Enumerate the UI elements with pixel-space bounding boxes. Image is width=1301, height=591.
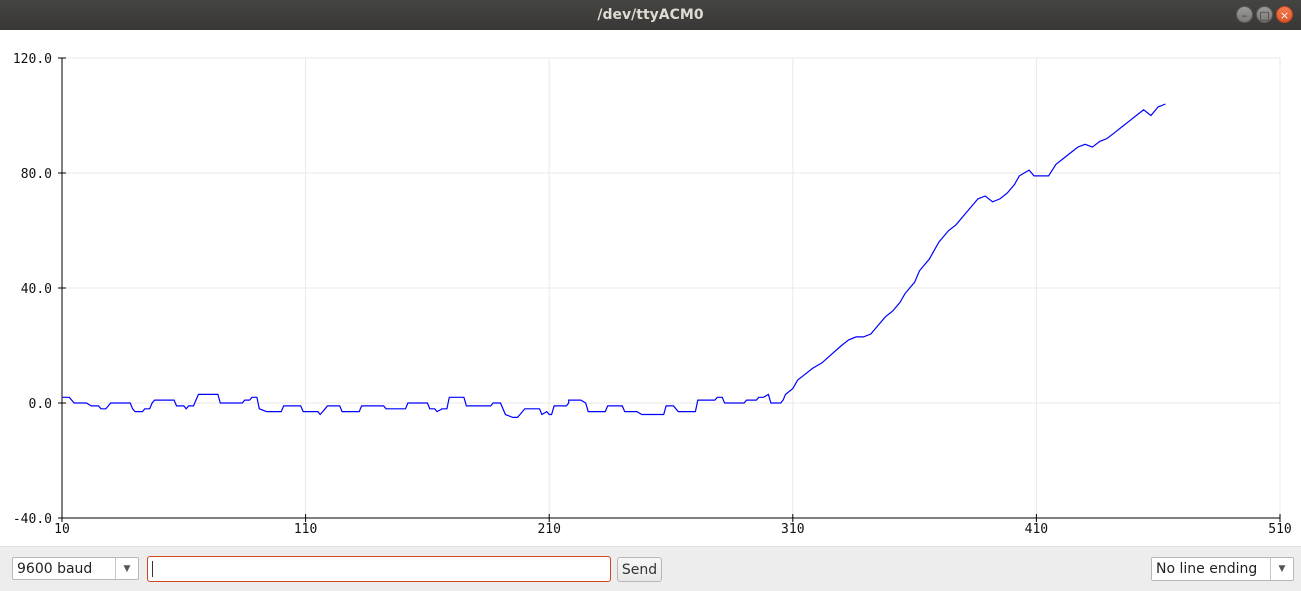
x-tick-label: 410 xyxy=(1025,522,1048,537)
window-controls: – □ × xyxy=(1236,6,1293,23)
x-tick-label: 310 xyxy=(781,522,804,537)
minimize-icon[interactable]: – xyxy=(1236,6,1253,23)
serial-plotter-area: -40.0 0.0 40.0 80.0 120.0 10 110 210 310 410 510 xyxy=(0,30,1301,546)
line-chart: -40.0 0.0 40.0 80.0 120.0 10 110 210 310 410 510 xyxy=(13,52,1292,537)
send-button[interactable]: Send xyxy=(617,557,662,582)
x-tick-label: 510 xyxy=(1268,522,1291,537)
y-tick-label: 40.0 xyxy=(21,282,52,297)
y-tick-label: -40.0 xyxy=(13,512,52,527)
x-tick-label: 10 xyxy=(54,522,70,537)
y-tick-label: 80.0 xyxy=(21,167,52,182)
baud-rate-value: 9600 baud xyxy=(17,560,93,577)
window-title: /dev/ttyACM0 xyxy=(597,7,704,23)
message-input[interactable] xyxy=(152,560,606,578)
line-ending-select[interactable]: No line ending ▼ xyxy=(1151,557,1294,581)
bottom-toolbar: 9600 baud ▼ Send No line ending ▼ xyxy=(0,546,1301,591)
close-icon[interactable]: × xyxy=(1276,6,1293,23)
y-tick-label: 0.0 xyxy=(29,397,52,412)
x-tick-label: 210 xyxy=(537,522,560,537)
y-tick-label: 120.0 xyxy=(13,52,52,67)
chevron-down-icon[interactable]: ▼ xyxy=(1270,558,1293,580)
baud-rate-select[interactable]: 9600 baud ▼ xyxy=(12,557,139,580)
chevron-down-icon[interactable]: ▼ xyxy=(115,558,138,579)
window-titlebar: /dev/ttyACM0 – □ × xyxy=(0,0,1301,30)
maximize-icon[interactable]: □ xyxy=(1256,6,1273,23)
x-tick-label: 110 xyxy=(294,522,317,537)
message-input-box[interactable] xyxy=(147,556,611,582)
text-caret xyxy=(152,561,153,577)
series-line xyxy=(62,103,1166,418)
line-ending-value: No line ending xyxy=(1156,561,1258,577)
